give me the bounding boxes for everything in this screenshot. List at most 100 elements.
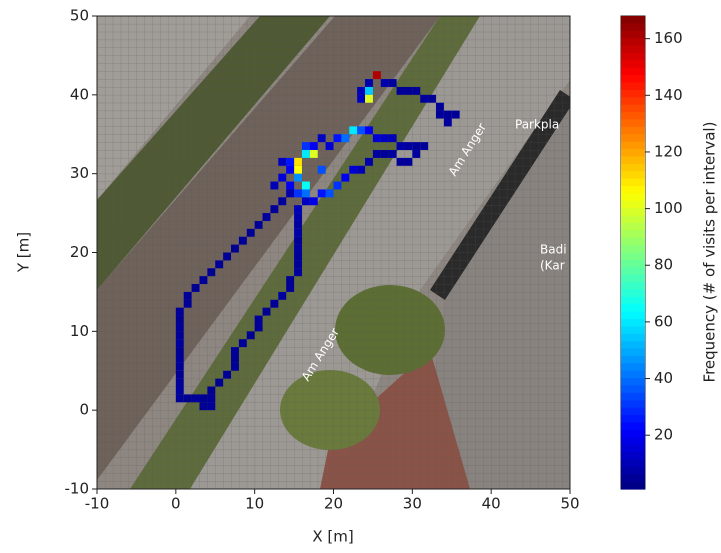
colorbar-segment bbox=[621, 142, 645, 150]
heat-cell bbox=[176, 355, 184, 363]
x-tick-label: 50 bbox=[560, 495, 579, 513]
heat-cell bbox=[365, 158, 373, 166]
colorbar-segment bbox=[621, 349, 645, 357]
y-tick-label: -10 bbox=[65, 480, 90, 498]
heat-cell bbox=[397, 158, 405, 166]
heat-cell bbox=[255, 316, 263, 324]
heat-cell bbox=[176, 387, 184, 395]
colorbar-segment bbox=[621, 408, 645, 416]
colorbar-segment bbox=[621, 156, 645, 164]
heat-cell bbox=[207, 387, 215, 395]
heat-cell bbox=[428, 95, 436, 103]
colorbar-segment bbox=[621, 334, 645, 342]
heat-cell bbox=[176, 316, 184, 324]
colorbar-segment bbox=[621, 149, 645, 157]
heat-cell bbox=[176, 371, 184, 379]
x-tick-label: 20 bbox=[324, 495, 343, 513]
heat-cell bbox=[223, 253, 231, 261]
colorbar-segment bbox=[621, 230, 645, 238]
colorbar-segment bbox=[621, 282, 645, 290]
heat-cell bbox=[389, 79, 397, 87]
colorbar-tick-label: 120 bbox=[654, 142, 683, 160]
y-tick-label: 0 bbox=[79, 401, 89, 419]
colorbar-segment bbox=[621, 216, 645, 224]
colorbar-label: Frequency (# of visits per interval) bbox=[701, 122, 719, 383]
colorbar-segment bbox=[621, 60, 645, 68]
colorbar-segment bbox=[621, 326, 645, 334]
heat-cell bbox=[294, 245, 302, 253]
heat-cell bbox=[176, 323, 184, 331]
colorbar-segment bbox=[621, 386, 645, 394]
heat-cell bbox=[247, 229, 255, 237]
x-axis-label: X [m] bbox=[312, 528, 353, 546]
heat-cell bbox=[326, 189, 334, 197]
heat-cell bbox=[286, 276, 294, 284]
heat-cell bbox=[404, 158, 412, 166]
heat-cell bbox=[286, 158, 294, 166]
heat-cell bbox=[420, 142, 428, 150]
heat-cell bbox=[389, 134, 397, 142]
colorbar-segment bbox=[621, 452, 645, 460]
y-tick-label: 20 bbox=[70, 243, 89, 261]
heat-cell bbox=[452, 111, 460, 119]
heat-cell bbox=[294, 229, 302, 237]
heat-cell bbox=[176, 308, 184, 316]
colorbar-segment bbox=[621, 297, 645, 305]
heat-cell bbox=[207, 394, 215, 402]
heat-cell bbox=[199, 402, 207, 410]
heat-cell bbox=[255, 221, 263, 229]
heat-cell bbox=[270, 300, 278, 308]
colorbar-segment bbox=[621, 356, 645, 364]
colorbar-segment bbox=[621, 97, 645, 105]
map-label: Parkpla bbox=[515, 118, 559, 132]
heat-cell bbox=[318, 166, 326, 174]
colorbar-segment bbox=[621, 415, 645, 423]
x-tick-label: 0 bbox=[171, 495, 181, 513]
heat-cell bbox=[176, 331, 184, 339]
heat-cell bbox=[294, 221, 302, 229]
colorbar-segment bbox=[621, 289, 645, 297]
colorbar-segment bbox=[621, 90, 645, 98]
heat-cell bbox=[444, 111, 452, 119]
colorbar-segment bbox=[621, 474, 645, 482]
heat-cell bbox=[412, 87, 420, 95]
heat-cell bbox=[176, 339, 184, 347]
colorbar-segment bbox=[621, 482, 645, 490]
colorbar-segment bbox=[621, 186, 645, 194]
colorbar-segment bbox=[621, 179, 645, 187]
heat-cell bbox=[341, 174, 349, 182]
heat-cell bbox=[357, 87, 365, 95]
heat-cell bbox=[436, 111, 444, 119]
heat-cell bbox=[349, 166, 357, 174]
heat-cell bbox=[357, 95, 365, 103]
heat-cell bbox=[318, 189, 326, 197]
colorbar-segment bbox=[621, 312, 645, 320]
heat-cell bbox=[294, 268, 302, 276]
y-tick-label: 50 bbox=[70, 7, 89, 25]
colorbar-segment bbox=[621, 46, 645, 54]
map-label: (Kar bbox=[540, 259, 565, 273]
heat-cell bbox=[334, 182, 342, 190]
heat-cell bbox=[294, 205, 302, 213]
heat-cell bbox=[436, 103, 444, 111]
colorbar-segment bbox=[621, 445, 645, 453]
heat-cell bbox=[231, 363, 239, 371]
heat-cell bbox=[263, 308, 271, 316]
heat-cell bbox=[373, 71, 381, 79]
satellite-background: Am Anger Am Anger Parkpla Badi (Kar bbox=[97, 16, 575, 489]
heat-cell bbox=[310, 197, 318, 205]
heat-cell bbox=[207, 268, 215, 276]
heat-cell bbox=[255, 323, 263, 331]
colorbar-segment bbox=[621, 267, 645, 275]
colorbar-segment bbox=[621, 245, 645, 253]
heat-cell bbox=[381, 150, 389, 158]
heat-cell bbox=[373, 134, 381, 142]
heat-cell bbox=[184, 300, 192, 308]
colorbar-segment bbox=[621, 112, 645, 120]
heat-cell bbox=[294, 260, 302, 268]
colorbar-segment bbox=[621, 119, 645, 127]
heat-cell bbox=[381, 134, 389, 142]
heat-cell bbox=[389, 150, 397, 158]
colorbar-segment bbox=[621, 127, 645, 135]
heat-cell bbox=[373, 150, 381, 158]
